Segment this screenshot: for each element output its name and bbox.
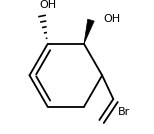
Text: Br: Br (118, 107, 130, 117)
Text: OH: OH (103, 14, 121, 24)
Polygon shape (84, 19, 94, 44)
Text: OH: OH (39, 0, 56, 10)
